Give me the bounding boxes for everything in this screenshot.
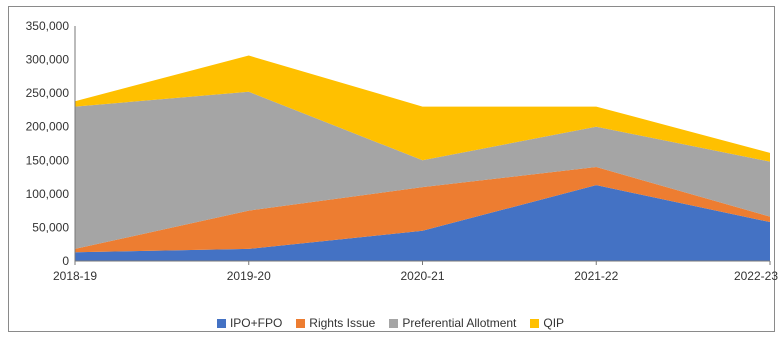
chart-legend: IPO+FPO Rights Issue Preferential Allotm… [0,316,781,330]
x-tick-label: 2022-23 [734,269,778,283]
y-tick-label: 250,000 [26,86,70,100]
y-tick-label: 150,000 [26,153,70,167]
legend-item-preferential-allotment: Preferential Allotment [389,316,516,330]
legend-label-ipo-fpo: IPO+FPO [229,316,283,330]
x-tick-label: 2019-20 [227,269,271,283]
area-preferential-allotment [75,91,770,249]
y-tick-label: 350,000 [26,19,70,33]
legend-swatch-ipo-fpo [216,318,226,328]
legend-item-ipo-fpo: IPO+FPO [216,316,283,330]
legend-item-qip: QIP [530,316,564,330]
x-tick-label: 2020-21 [400,269,444,283]
y-tick-label: 100,000 [26,187,70,201]
x-tick-label: 2021-22 [574,269,618,283]
legend-item-rights-issue: Rights Issue [296,316,375,330]
y-tick-label: 50,000 [32,220,69,234]
area-qip [75,55,770,162]
area-rights-issue [75,167,770,253]
legend-label-preferential-allotment: Preferential Allotment [402,316,517,330]
x-tick-label: 2018-19 [53,269,97,283]
legend-swatch-qip [530,318,540,328]
y-tick-label: 300,000 [26,53,70,67]
area-ipo-fpo [75,185,770,261]
y-tick-label: 200,000 [26,120,70,134]
legend-label-rights-issue: Rights Issue [309,316,376,330]
chart-frame [8,6,775,332]
y-tick-label: 0 [62,254,69,268]
legend-swatch-preferential-allotment [389,318,399,328]
legend-label-qip: QIP [543,316,565,330]
legend-swatch-rights-issue [296,318,306,328]
